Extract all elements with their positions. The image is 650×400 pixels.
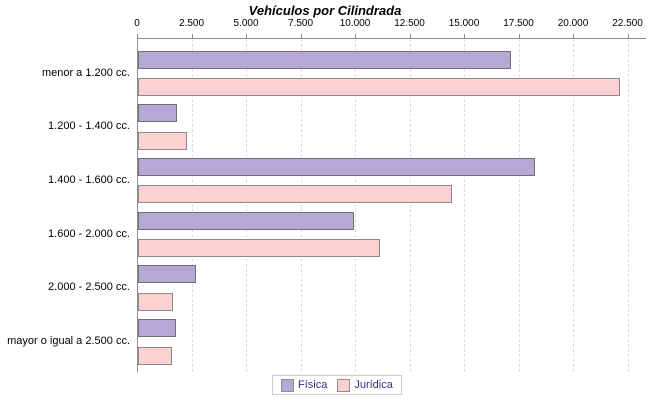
gridline (409, 39, 411, 372)
x-axis-tick-label: 20.000 (557, 18, 589, 29)
legend-label: Jurídica (354, 379, 393, 391)
y-axis-line (137, 38, 138, 372)
legend: Física Jurídica (272, 375, 402, 395)
legend-label: Física (298, 379, 328, 391)
x-axis-tick (246, 34, 247, 38)
gridline (246, 39, 247, 372)
gridline (518, 39, 520, 372)
bar-juridica-3[interactable] (138, 239, 380, 258)
category-label: mayor o igual a 2.500 cc. (7, 335, 130, 347)
x-axis-tick-label: 0 (134, 18, 140, 29)
x-axis-tick-label: 10.000 (339, 18, 371, 29)
x-axis-tick (518, 34, 520, 38)
bar-fisica-5[interactable] (138, 319, 176, 337)
x-axis-tick (464, 34, 465, 38)
plot-area: 0 2.500 5.000 7.500 10.000 12.500 15.000 17.500… (7, 18, 646, 372)
x-axis-tick (137, 34, 138, 38)
category-label: menor a 1.200 cc. (41, 66, 130, 79)
bar-juridica-2[interactable] (138, 185, 452, 204)
category-label: 1.200 - 1.400 cc. (48, 120, 130, 133)
bar-fisica-0[interactable] (138, 50, 511, 69)
x-axis-tick (355, 34, 356, 38)
x-axis-tick-label: 5.000 (233, 18, 259, 29)
bar-fisica-2[interactable] (138, 157, 535, 176)
legend-swatch-icon (337, 378, 351, 392)
legend-swatch-icon (281, 378, 294, 392)
x-axis-tick (573, 34, 574, 38)
category-label: 1.600 - 2.000 cc. (48, 227, 130, 240)
category-label: 1.400 - 1.600 cc. (48, 173, 130, 186)
gridline (573, 39, 574, 372)
gridline (355, 39, 356, 372)
gridline (300, 39, 302, 372)
bar-fisica-3[interactable] (138, 211, 354, 230)
x-axis-tick-label: 7.500 (287, 18, 314, 29)
x-axis-tick-label: 17.500 (503, 18, 534, 29)
gridline (464, 39, 465, 372)
gridline (627, 39, 629, 372)
x-axis-tick (191, 34, 193, 38)
x-axis-tick-label: 22.500 (612, 18, 643, 29)
bar-juridica-1[interactable] (138, 131, 187, 150)
legend-item: Física (281, 378, 328, 392)
x-axis-line (137, 38, 646, 39)
x-axis-tick (627, 34, 629, 38)
bar-juridica-0[interactable] (138, 78, 620, 96)
bar-fisica-1[interactable] (138, 104, 177, 123)
category-label: 2.000 - 2.500 cc. (48, 281, 130, 294)
x-axis-tick-label: 15.000 (448, 18, 480, 29)
legend-item: Jurídica (337, 378, 393, 392)
bar-juridica-5[interactable] (138, 346, 172, 365)
x-axis-tick-label: 12.500 (394, 18, 425, 29)
x-axis-tick (300, 34, 302, 38)
bar-fisica-4[interactable] (138, 265, 196, 284)
x-axis-tick-label: 2.500 (178, 18, 205, 29)
x-axis-tick (409, 34, 411, 38)
gridline (191, 39, 193, 372)
bar-juridica-4[interactable] (138, 292, 173, 311)
chart-title: Vehículos por Cilindrada (248, 3, 402, 18)
